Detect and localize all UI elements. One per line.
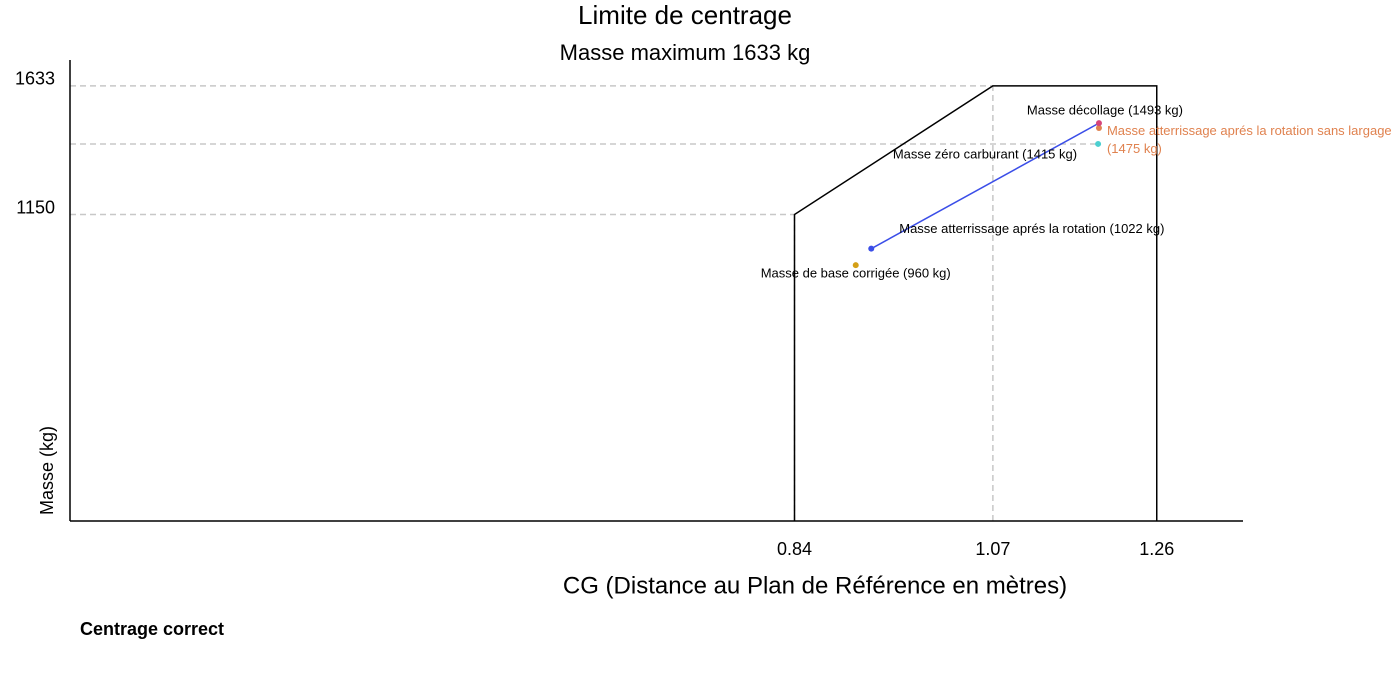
- point-label: Masse atterrissage aprés la rotation (10…: [899, 221, 1164, 236]
- chart-title: Limite de centrage: [578, 0, 792, 30]
- x-tick-label: 1.26: [1139, 539, 1174, 559]
- data-point: [852, 262, 859, 269]
- data-point: [1095, 124, 1102, 131]
- y-tick-label: 1633: [15, 69, 55, 89]
- point-label: Masse zéro carburant (1415 kg): [893, 146, 1077, 161]
- data-point: [868, 245, 875, 252]
- data-point: [1095, 140, 1102, 147]
- chart-subtitle: Masse maximum 1633 kg: [560, 40, 811, 65]
- point-label-box: Masse atterrissage aprés la rotation san…: [1106, 122, 1392, 156]
- envelope: [793, 85, 1158, 521]
- data-point: [1095, 120, 1102, 127]
- x-tick-label: 1.07: [975, 539, 1010, 559]
- point-label: Masse de base corrigée (960 kg): [761, 266, 951, 281]
- x-axis-label: CG (Distance au Plan de Référence en mèt…: [563, 572, 1067, 599]
- y-tick-label: 1150: [16, 197, 55, 217]
- x-tick-label: 0.84: [777, 539, 812, 559]
- status-text: Centrage correct: [80, 619, 224, 639]
- y-axis-label: Masse (kg): [37, 426, 57, 515]
- point-label: Masse décollage (1493 kg): [1027, 103, 1183, 118]
- connector-line: [870, 122, 1100, 250]
- point-label: Masse atterrissage aprés la rotation san…: [1106, 122, 1392, 156]
